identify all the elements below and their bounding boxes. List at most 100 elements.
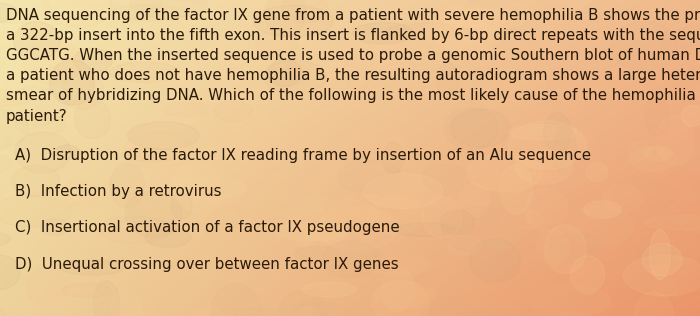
Ellipse shape — [629, 147, 677, 171]
Ellipse shape — [0, 109, 28, 149]
Ellipse shape — [470, 239, 520, 283]
Ellipse shape — [256, 6, 326, 51]
Ellipse shape — [94, 281, 120, 316]
Ellipse shape — [645, 97, 669, 135]
Ellipse shape — [464, 63, 546, 109]
Text: GGCATG. When the inserted sequence is used to probe a genomic Southern blot of h: GGCATG. When the inserted sequence is us… — [6, 48, 700, 63]
Ellipse shape — [267, 59, 302, 87]
Ellipse shape — [62, 70, 104, 109]
Ellipse shape — [554, 125, 577, 175]
Ellipse shape — [295, 307, 318, 316]
Ellipse shape — [170, 162, 219, 210]
Ellipse shape — [0, 196, 73, 227]
Ellipse shape — [636, 244, 674, 264]
Ellipse shape — [681, 105, 700, 126]
Ellipse shape — [694, 176, 700, 204]
Ellipse shape — [551, 130, 599, 173]
Ellipse shape — [282, 0, 328, 23]
Ellipse shape — [74, 48, 112, 72]
Text: D)  Unequal crossing over between factor IX genes: D) Unequal crossing over between factor … — [15, 257, 399, 272]
Ellipse shape — [41, 219, 71, 235]
Text: patient?: patient? — [6, 109, 67, 124]
Ellipse shape — [435, 75, 461, 98]
Ellipse shape — [60, 259, 124, 275]
Ellipse shape — [109, 0, 162, 19]
Ellipse shape — [612, 21, 677, 70]
Ellipse shape — [121, 149, 180, 162]
Ellipse shape — [0, 255, 20, 289]
Ellipse shape — [13, 22, 60, 59]
Ellipse shape — [628, 142, 651, 160]
Ellipse shape — [214, 101, 253, 121]
Ellipse shape — [570, 256, 605, 293]
Ellipse shape — [445, 235, 481, 255]
Ellipse shape — [656, 115, 694, 166]
Ellipse shape — [368, 255, 431, 276]
Ellipse shape — [62, 283, 111, 297]
Ellipse shape — [286, 197, 325, 246]
Ellipse shape — [450, 109, 510, 147]
Ellipse shape — [232, 110, 266, 129]
Ellipse shape — [108, 5, 187, 21]
Ellipse shape — [124, 132, 194, 168]
Text: B)  Infection by a retrovirus: B) Infection by a retrovirus — [15, 184, 222, 199]
Ellipse shape — [280, 291, 326, 316]
Ellipse shape — [550, 233, 601, 262]
Ellipse shape — [545, 21, 624, 46]
Ellipse shape — [643, 146, 671, 161]
Ellipse shape — [460, 0, 519, 39]
Ellipse shape — [514, 150, 573, 185]
Ellipse shape — [350, 222, 383, 257]
Ellipse shape — [172, 0, 211, 2]
Ellipse shape — [320, 0, 342, 5]
Ellipse shape — [509, 125, 578, 140]
Ellipse shape — [603, 185, 643, 211]
Ellipse shape — [381, 268, 415, 311]
Ellipse shape — [153, 143, 195, 185]
Ellipse shape — [341, 152, 391, 165]
Ellipse shape — [216, 134, 273, 155]
Ellipse shape — [265, 0, 306, 37]
Ellipse shape — [559, 0, 591, 8]
Ellipse shape — [109, 62, 179, 82]
Ellipse shape — [382, 143, 404, 173]
Text: smear of hybridizing DNA. Which of the following is the most likely cause of the: smear of hybridizing DNA. Which of the f… — [6, 88, 700, 103]
Ellipse shape — [299, 130, 326, 153]
Ellipse shape — [50, 60, 94, 105]
Ellipse shape — [0, 123, 10, 157]
Ellipse shape — [58, 280, 86, 295]
Ellipse shape — [127, 122, 199, 149]
Ellipse shape — [650, 230, 671, 279]
Ellipse shape — [344, 125, 405, 169]
Text: a 322-bp insert into the fifth exon. This insert is flanked by 6-bp direct repea: a 322-bp insert into the fifth exon. Thi… — [6, 28, 700, 43]
Ellipse shape — [264, 60, 326, 94]
Ellipse shape — [284, 63, 351, 77]
Ellipse shape — [544, 113, 571, 152]
Ellipse shape — [358, 0, 426, 9]
Ellipse shape — [671, 234, 700, 266]
Ellipse shape — [694, 80, 700, 107]
Ellipse shape — [351, 97, 379, 141]
Ellipse shape — [243, 58, 287, 80]
Ellipse shape — [125, 191, 181, 237]
Ellipse shape — [26, 267, 67, 305]
Ellipse shape — [145, 228, 191, 247]
Ellipse shape — [444, 9, 510, 38]
Ellipse shape — [423, 165, 470, 191]
Ellipse shape — [211, 284, 260, 316]
Ellipse shape — [442, 9, 526, 30]
Ellipse shape — [317, 207, 398, 250]
Ellipse shape — [294, 302, 349, 316]
Text: C)  Insertional activation of a factor IX pseudogene: C) Insertional activation of a factor IX… — [15, 220, 400, 235]
Text: A)  Disruption of the factor IX reading frame by insertion of an Alu sequence: A) Disruption of the factor IX reading f… — [15, 148, 592, 163]
Ellipse shape — [459, 183, 489, 217]
Ellipse shape — [433, 19, 492, 47]
Ellipse shape — [0, 231, 10, 246]
Ellipse shape — [0, 300, 8, 316]
Ellipse shape — [110, 294, 142, 316]
Ellipse shape — [43, 0, 116, 27]
Ellipse shape — [624, 255, 700, 296]
Ellipse shape — [135, 179, 174, 217]
Ellipse shape — [678, 145, 700, 172]
Ellipse shape — [83, 95, 164, 116]
